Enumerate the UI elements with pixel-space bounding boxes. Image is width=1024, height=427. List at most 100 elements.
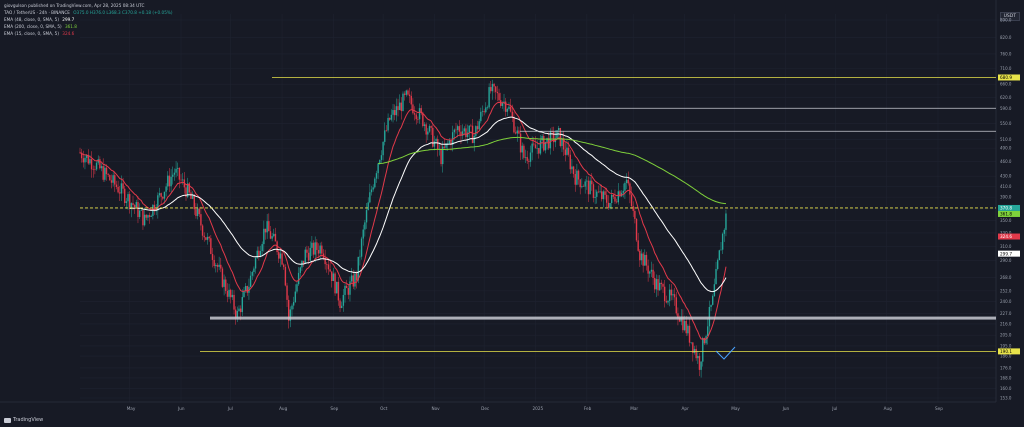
candle-body	[196, 208, 199, 216]
x-tick-label: Apr	[682, 406, 690, 411]
candle-body	[659, 282, 661, 291]
indicator-ema-200[interactable]: EMA (200, close, 0, SMA, 5) 361.8	[4, 24, 77, 29]
candle-body	[150, 215, 152, 217]
candle-body	[90, 159, 93, 170]
candle-body	[572, 166, 575, 175]
candle-body	[291, 305, 293, 310]
candle-body	[670, 289, 673, 296]
support-band	[210, 316, 996, 320]
candle-body	[259, 250, 262, 257]
candle-body	[657, 279, 659, 291]
candle-body	[143, 214, 146, 226]
candle-body	[249, 275, 252, 287]
candle-body	[218, 264, 220, 267]
price-label-bg	[998, 233, 1020, 240]
y-tick-label: 550.0	[1000, 121, 1012, 126]
candle-body	[665, 301, 668, 303]
candle-body	[524, 157, 527, 158]
candle-body	[392, 110, 394, 115]
candle-body	[425, 124, 427, 135]
candle-body	[243, 290, 245, 298]
indicator-ema-48[interactable]: EMA (48, close, 0, SMA, 5) 299.7	[4, 17, 75, 22]
candle-body	[170, 176, 172, 187]
candle-body	[112, 175, 114, 183]
candle-body	[405, 90, 407, 95]
candle-body	[688, 325, 691, 343]
candle-body	[374, 178, 376, 188]
candle-body	[393, 110, 396, 116]
candle-body	[587, 180, 590, 195]
candle-body	[682, 316, 684, 331]
candle-body	[210, 238, 212, 255]
candle-body	[190, 192, 192, 199]
candle-body	[529, 152, 532, 162]
candle-body	[546, 137, 548, 142]
candle-body	[591, 180, 593, 185]
candle-body	[584, 181, 586, 187]
candle-body	[571, 166, 573, 170]
candle-body	[456, 126, 459, 130]
candle-body	[644, 254, 646, 266]
candle-body	[289, 309, 292, 321]
candle-body	[188, 183, 191, 193]
candle-body	[707, 326, 709, 337]
candle-body	[576, 170, 578, 185]
y-tick-label: 176.0	[1000, 365, 1012, 370]
candle-body	[437, 139, 439, 150]
candle-body	[562, 138, 565, 150]
candle-body	[720, 249, 722, 251]
candle-body	[675, 297, 677, 314]
candle-body	[104, 167, 106, 180]
candle-body	[195, 209, 197, 216]
candle-body	[132, 203, 134, 206]
y-tick-label: 290.0	[1000, 258, 1012, 263]
candle-body	[693, 348, 696, 353]
candle-body	[697, 356, 699, 359]
candle-body	[85, 154, 88, 158]
candle-body	[216, 264, 219, 267]
candle-body	[480, 111, 482, 122]
candle-body	[495, 86, 497, 92]
x-tick-label: May	[731, 406, 740, 411]
candle-body	[162, 196, 164, 199]
x-tick-label: May	[127, 406, 136, 411]
candle-body	[528, 160, 530, 162]
candle-body	[397, 106, 399, 111]
candle-body	[269, 231, 272, 239]
candle-body	[137, 202, 139, 218]
candle-body	[87, 154, 89, 164]
candle-body	[713, 284, 716, 296]
candle-body	[493, 83, 495, 87]
candle-body	[534, 144, 537, 149]
candle-body	[400, 102, 403, 111]
ema-48-line	[129, 116, 727, 293]
candle-body	[672, 294, 674, 296]
currency-label[interactable]: USDT	[999, 12, 1020, 21]
candle-body	[284, 266, 287, 286]
y-tick-label: 168.0	[1000, 375, 1012, 380]
candle-body	[231, 294, 234, 298]
candle-body	[256, 250, 258, 259]
candle-body	[279, 253, 282, 259]
candle-body	[602, 191, 605, 200]
candle-body	[213, 259, 215, 267]
candle-body	[160, 193, 162, 197]
candle-body	[124, 188, 126, 203]
candle-body	[443, 146, 446, 148]
candle-body	[642, 253, 644, 266]
candle-body	[609, 203, 611, 208]
candle-body	[342, 294, 345, 306]
candle-body	[549, 131, 552, 149]
x-tick-label: Oct	[380, 406, 388, 411]
ema-15-line	[79, 101, 727, 341]
candle-body	[100, 166, 103, 169]
candle-body	[649, 271, 651, 274]
indicator-ema-15[interactable]: EMA (15, close, 0, SMA, 5) 324.6	[4, 31, 75, 36]
candle-body	[423, 124, 426, 127]
x-tick-label: Aug	[884, 406, 893, 411]
candle-body	[273, 233, 275, 237]
candle-body	[147, 215, 149, 218]
candle-body	[367, 202, 369, 211]
